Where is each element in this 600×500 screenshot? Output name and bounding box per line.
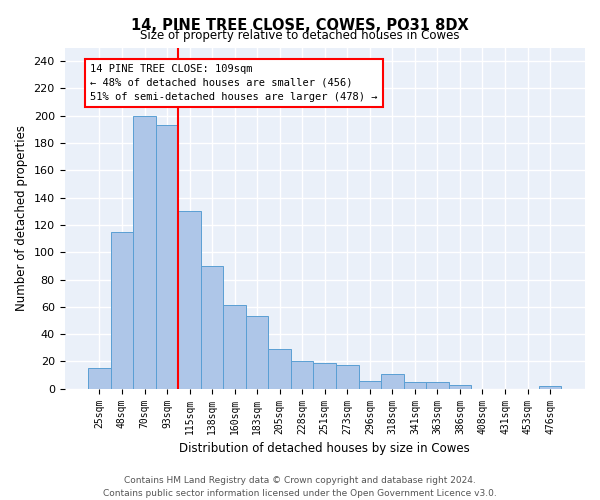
Bar: [336, 366, 359, 388]
Bar: [201, 266, 223, 388]
Bar: [404, 382, 426, 388]
Bar: [449, 384, 471, 388]
Text: Size of property relative to detached houses in Cowes: Size of property relative to detached ho…: [140, 29, 460, 42]
Bar: [313, 363, 336, 388]
Bar: [223, 306, 246, 388]
Bar: [359, 380, 381, 388]
Bar: [88, 368, 111, 388]
Bar: [133, 116, 156, 388]
Text: 14, PINE TREE CLOSE, COWES, PO31 8DX: 14, PINE TREE CLOSE, COWES, PO31 8DX: [131, 18, 469, 32]
Bar: [268, 349, 291, 389]
Bar: [178, 212, 201, 388]
Bar: [539, 386, 562, 388]
Y-axis label: Number of detached properties: Number of detached properties: [15, 125, 28, 311]
Bar: [426, 382, 449, 388]
Bar: [291, 362, 313, 388]
Text: 14 PINE TREE CLOSE: 109sqm
← 48% of detached houses are smaller (456)
51% of sem: 14 PINE TREE CLOSE: 109sqm ← 48% of deta…: [91, 64, 378, 102]
X-axis label: Distribution of detached houses by size in Cowes: Distribution of detached houses by size …: [179, 442, 470, 455]
Text: Contains HM Land Registry data © Crown copyright and database right 2024.
Contai: Contains HM Land Registry data © Crown c…: [103, 476, 497, 498]
Bar: [246, 316, 268, 388]
Bar: [381, 374, 404, 388]
Bar: [156, 126, 178, 388]
Bar: [111, 232, 133, 388]
